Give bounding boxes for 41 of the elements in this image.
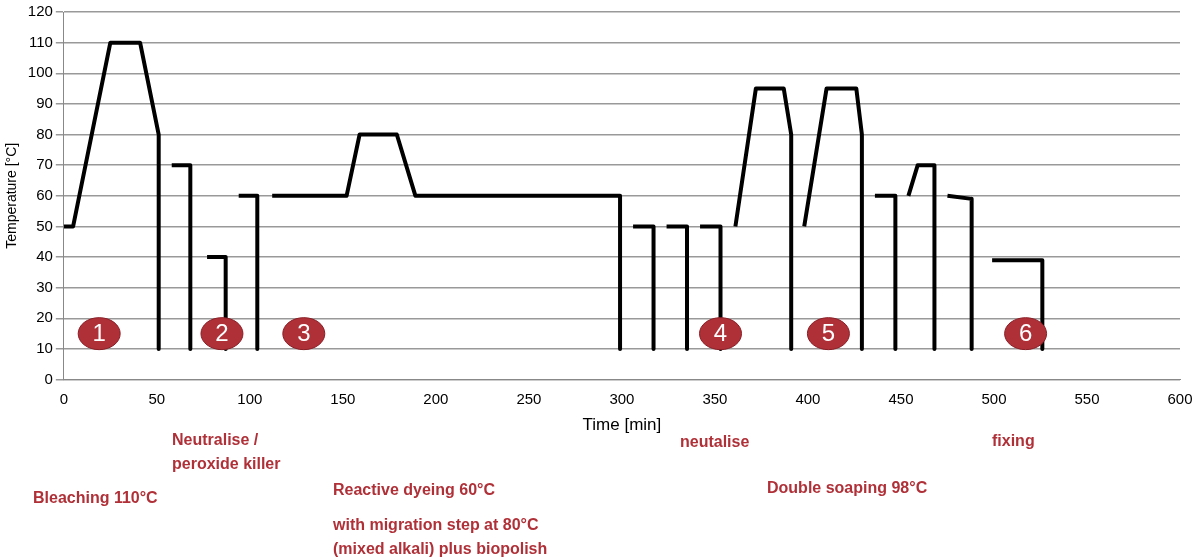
x-tick-label: 400 xyxy=(795,389,821,407)
text: Neutralise / peroxide killer xyxy=(172,430,281,474)
y-tick-label: 110 xyxy=(28,32,53,50)
y-tick-label: 100 xyxy=(27,63,53,81)
x-tick-label: 200 xyxy=(423,389,449,407)
annotation: 4 xyxy=(713,319,728,347)
y-tick-label: 30 xyxy=(36,277,53,295)
x-tick-label: 350 xyxy=(702,389,728,407)
y-tick-label: 40 xyxy=(36,247,53,265)
y-tick-label: 50 xyxy=(36,216,53,234)
text: neutalise xyxy=(680,432,750,452)
text: Bleaching 110°C xyxy=(33,488,158,508)
annotation: 6 xyxy=(1018,319,1033,347)
y-tick-label: 90 xyxy=(36,94,53,112)
annotation: 1 xyxy=(92,319,106,347)
annotation: 5 xyxy=(821,319,836,347)
x-axis-title: Time [min] xyxy=(582,415,662,435)
text: fixing xyxy=(992,431,1035,451)
x-tick-label: 50 xyxy=(148,389,166,407)
annotation: 3 xyxy=(297,319,311,347)
y-tick-label: 80 xyxy=(36,124,53,142)
text: Reactive dyeing 60°C xyxy=(333,480,496,500)
text: Double soaping 98°C xyxy=(767,478,928,498)
x-tick-label: 550 xyxy=(1074,389,1100,407)
x-tick-label: 100 xyxy=(237,389,263,407)
y-axis-title: Temperature [°C] xyxy=(3,142,20,249)
x-tick-label: 600 xyxy=(1167,389,1193,407)
annotation: 2 xyxy=(215,319,229,347)
y-tick-label: 20 xyxy=(36,308,53,326)
text: with migration step at 80°C (mixed alkali) plus biopolish xyxy=(333,515,548,559)
y-tick-label: 60 xyxy=(36,185,53,203)
x-tick-label: 250 xyxy=(516,389,542,407)
x-tick-label: 500 xyxy=(981,389,1007,407)
y-tick-label: 0 xyxy=(44,369,53,387)
x-tick-label: 300 xyxy=(609,389,635,407)
x-tick-label: 450 xyxy=(888,389,914,407)
x-tick-label: 0 xyxy=(59,389,68,407)
y-tick-label: 70 xyxy=(36,155,53,173)
y-tick-label: 120 xyxy=(27,2,53,20)
x-tick-label: 150 xyxy=(330,389,356,407)
y-tick-label: 10 xyxy=(36,339,53,357)
